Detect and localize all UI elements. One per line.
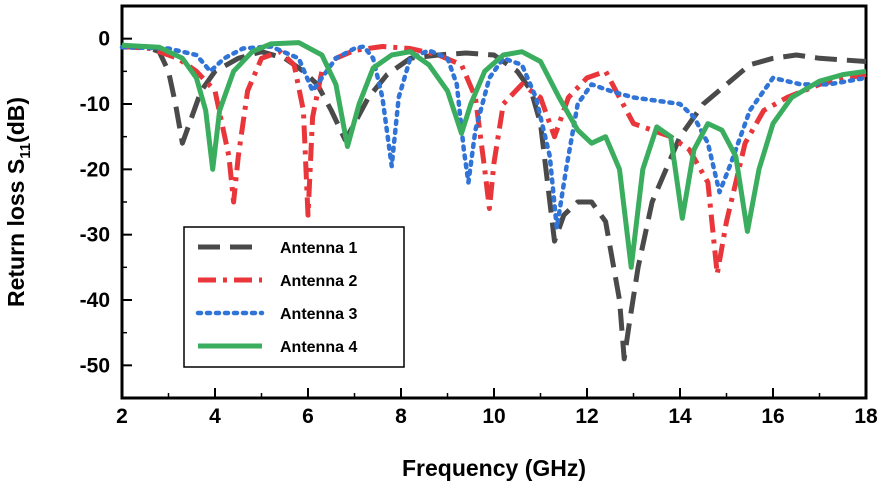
x-tick-label: 4 [209, 405, 221, 428]
series-line-3 [119, 44, 869, 231]
legend-label-4: Antenna 4 [280, 339, 357, 356]
y-tick-label: -30 [80, 224, 110, 247]
tick-label-group: 2 4 6 8 10 12 14 16 18 0 -10 -20 -30 -40 -50 [80, 28, 878, 428]
series-line-1 [121, 44, 867, 362]
y-tick-label: -50 [80, 354, 110, 377]
y-axis-title: Return loss S11(dB) [3, 97, 34, 307]
x-tick-label: 18 [854, 405, 878, 428]
y-tick-label: -10 [80, 93, 110, 116]
x-tick-label: 8 [395, 405, 407, 428]
y-axis-title-subscript: 11 [17, 143, 34, 159]
x-axis-title: Frequency (GHz) [402, 455, 586, 481]
series-line-4 [121, 40, 867, 270]
x-tick-label: 16 [761, 405, 784, 428]
tick-group [121, 5, 867, 398]
legend-label-2: Antenna 2 [280, 273, 357, 290]
y-tick-label: 0 [98, 28, 110, 51]
y-tick-label: -40 [80, 289, 110, 312]
legend-label-1: Antenna 1 [280, 240, 357, 257]
x-tick-label: 2 [116, 405, 128, 428]
legend: Antenna 1 Antenna 2 Antenna 3 Antenna 4 [183, 226, 405, 368]
x-tick-label: 14 [668, 405, 692, 428]
series-group [119, 40, 869, 362]
x-tick-label: 10 [482, 405, 505, 428]
x-tick-label: 6 [302, 405, 314, 428]
x-tick-label: 12 [575, 405, 598, 428]
legend-label-3: Antenna 3 [280, 306, 357, 323]
y-axis-title-unit: (dB) [3, 97, 29, 143]
y-tick-label: -20 [80, 158, 110, 181]
y-axis-title-main: Return loss S [3, 159, 29, 307]
